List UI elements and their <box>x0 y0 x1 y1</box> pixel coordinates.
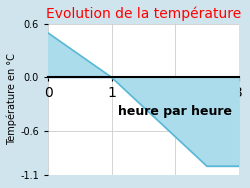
Text: heure par heure: heure par heure <box>118 105 232 118</box>
Title: Evolution de la température: Evolution de la température <box>46 7 241 21</box>
Y-axis label: Température en °C: Température en °C <box>7 54 18 146</box>
